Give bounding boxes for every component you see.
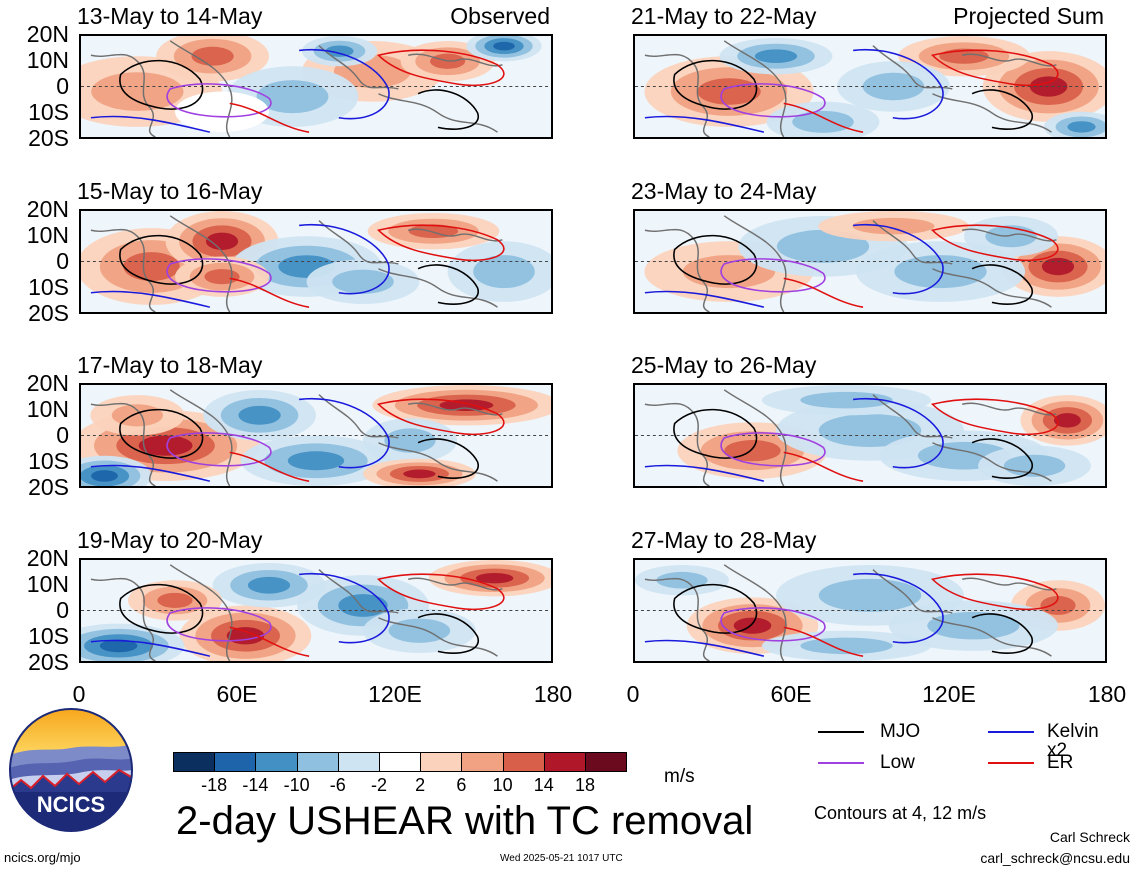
lat-label: 20S bbox=[28, 649, 69, 675]
logo-text: NCICS bbox=[37, 792, 105, 817]
panel-title: 25-May to 26-May bbox=[631, 352, 817, 378]
lat-label: 0 bbox=[56, 248, 69, 274]
legend-line-low bbox=[818, 762, 864, 764]
panel-title: 21-May to 22-May bbox=[631, 3, 817, 29]
map-panel bbox=[79, 209, 553, 314]
panel-title: 23-May to 24-May bbox=[631, 178, 817, 204]
lon-label: 180 bbox=[1087, 681, 1127, 707]
lat-label: 20N bbox=[26, 370, 69, 396]
colorbar-unit: m/s bbox=[664, 766, 695, 787]
legend-line-mjo bbox=[818, 731, 864, 733]
colorbar-swatch bbox=[337, 752, 380, 772]
colorbar-label: -18 bbox=[201, 775, 228, 795]
panel-tag: Observed bbox=[450, 3, 550, 29]
lat-label: 20N bbox=[26, 545, 69, 571]
colorbar-label: 10 bbox=[492, 775, 513, 795]
lon-label: 180 bbox=[533, 681, 573, 707]
lat-label: 10S bbox=[28, 99, 69, 125]
lon-label: 0 bbox=[626, 681, 640, 707]
map-panel bbox=[79, 383, 553, 488]
lat-label: 10N bbox=[26, 47, 69, 73]
panel-title: 27-May to 28-May bbox=[631, 527, 817, 553]
panel-title: 13-May to 14-May bbox=[77, 3, 263, 29]
lat-label: 20N bbox=[26, 196, 69, 222]
map-panel bbox=[79, 34, 553, 139]
colorbar-label: 6 bbox=[456, 775, 467, 795]
map-panel bbox=[79, 558, 553, 663]
colorbar-swatch bbox=[173, 752, 216, 772]
map-panel bbox=[633, 383, 1107, 488]
lat-label: 0 bbox=[56, 422, 69, 448]
timestamp: Wed 2025-05-21 1017 UTC bbox=[500, 853, 623, 864]
lat-label: 20S bbox=[28, 300, 69, 326]
lon-label: 120E bbox=[922, 681, 976, 707]
lat-label: 10N bbox=[26, 571, 69, 597]
map-panel bbox=[633, 558, 1107, 663]
lat-label: 0 bbox=[56, 597, 69, 623]
site-link[interactable]: ncics.org/mjo bbox=[4, 850, 81, 865]
lon-label: 60E bbox=[770, 681, 812, 707]
colorbar-swatch bbox=[543, 752, 586, 772]
colorbar-swatch bbox=[461, 752, 504, 772]
email[interactable]: carl_schreck@ncsu.edu bbox=[980, 850, 1130, 866]
legend-label-low: Low bbox=[880, 752, 915, 773]
legend-line-kelvin bbox=[988, 731, 1034, 733]
colorbar-label: 14 bbox=[533, 775, 554, 795]
legend-label-mjo: MJO bbox=[880, 721, 921, 742]
colorbar-swatch bbox=[214, 752, 257, 772]
panel-tag: Projected Sum bbox=[953, 3, 1104, 29]
lat-label: 10N bbox=[26, 222, 69, 248]
panel-title: 15-May to 16-May bbox=[77, 178, 263, 204]
lat-label: 10S bbox=[28, 274, 69, 300]
colorbar-label: 2 bbox=[415, 775, 426, 795]
lat-label: 20N bbox=[26, 21, 69, 47]
colorbar-label: -6 bbox=[329, 775, 346, 795]
colorbar-label: -2 bbox=[370, 775, 387, 795]
lat-label: 10S bbox=[28, 448, 69, 474]
legend-label-er: ER bbox=[1047, 752, 1074, 773]
map-panel bbox=[633, 34, 1107, 139]
ncics-logo: NCICS bbox=[9, 708, 133, 832]
contours-note: Contours at 4, 12 m/s bbox=[814, 803, 987, 823]
lat-label: 10N bbox=[26, 396, 69, 422]
colorbar-swatch bbox=[296, 752, 339, 772]
lat-label: 20S bbox=[28, 125, 69, 151]
colorbar-swatch bbox=[585, 752, 628, 772]
colorbar-label: -10 bbox=[283, 775, 310, 795]
lon-label: 60E bbox=[216, 681, 258, 707]
legend-label-kelvin: Kelvin x2 bbox=[1047, 721, 1099, 761]
panel-title: 17-May to 18-May bbox=[77, 352, 263, 378]
colorbar-swatch bbox=[255, 752, 298, 772]
colorbar-label: -14 bbox=[242, 775, 269, 795]
lat-label: 10S bbox=[28, 623, 69, 649]
lat-label: 0 bbox=[56, 73, 69, 99]
lon-label: 120E bbox=[368, 681, 422, 707]
main-title: 2-day USHEAR with TC removal bbox=[176, 799, 754, 843]
lon-label: 0 bbox=[72, 681, 86, 707]
author: Carl Schreck bbox=[1049, 829, 1130, 845]
colorbar-swatch bbox=[502, 752, 545, 772]
map-panel bbox=[633, 209, 1107, 314]
colorbar-swatch bbox=[379, 752, 422, 772]
colorbar-swatch bbox=[420, 752, 463, 772]
legend-line-er bbox=[988, 762, 1034, 764]
colorbar-label: 18 bbox=[574, 775, 596, 795]
panel-title: 19-May to 20-May bbox=[77, 527, 263, 553]
lat-label: 20S bbox=[28, 474, 69, 500]
